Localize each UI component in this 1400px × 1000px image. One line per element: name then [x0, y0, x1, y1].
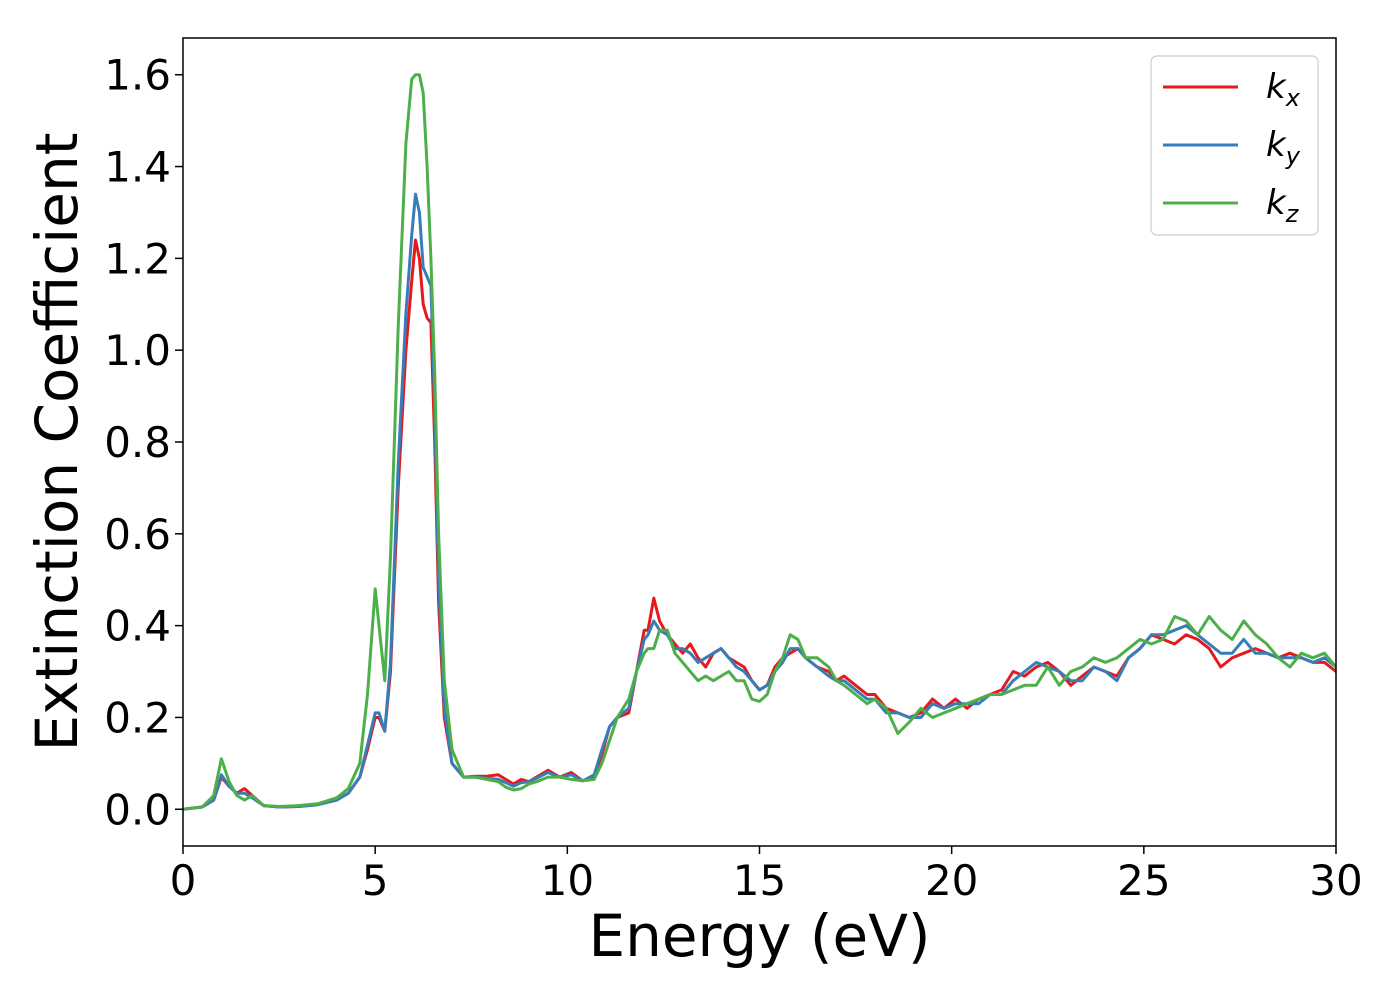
legend-label-z: kz: [1266, 183, 1300, 228]
y-tick-label: 0.8: [104, 418, 171, 467]
x-tick-label: 15: [733, 856, 786, 905]
legend-label-x: kx: [1266, 67, 1301, 112]
x-axis-ticks: 0 5 10 15 20 25 30: [170, 846, 1363, 905]
y-tick-label: 0.4: [104, 602, 171, 651]
x-tick-label: 20: [925, 856, 978, 905]
legend-label-y: ky: [1266, 125, 1301, 170]
x-tick-label: 30: [1309, 856, 1362, 905]
y-axis-ticks: 0.0 0.2 0.4 0.6 0.8 1.0 1.2 1.4 1.6: [104, 51, 183, 834]
series-line-y: [183, 192, 1336, 811]
y-tick-label: 1.4: [104, 143, 171, 192]
legend: kx ky kz: [1150, 55, 1319, 236]
x-tick-label: 25: [1117, 856, 1170, 905]
plot-content: [183, 73, 1336, 811]
x-tick-label: 0: [170, 856, 197, 905]
y-tick-label: 1.0: [104, 326, 171, 375]
series-line-z: [183, 73, 1336, 811]
y-tick-label: 1.6: [104, 51, 171, 100]
x-tick-label: 5: [362, 856, 389, 905]
x-axis-title: Energy (eV): [588, 902, 930, 970]
y-tick-label: 1.2: [104, 234, 171, 283]
y-axis-title: Extinction Coefficient: [23, 133, 91, 752]
y-tick-label: 0.0: [104, 785, 171, 834]
y-tick-label: 0.2: [104, 693, 171, 742]
series-line-x: [183, 238, 1336, 811]
x-tick-label: 10: [541, 856, 594, 905]
series-lines: [183, 73, 1336, 811]
y-tick-label: 0.6: [104, 510, 171, 559]
